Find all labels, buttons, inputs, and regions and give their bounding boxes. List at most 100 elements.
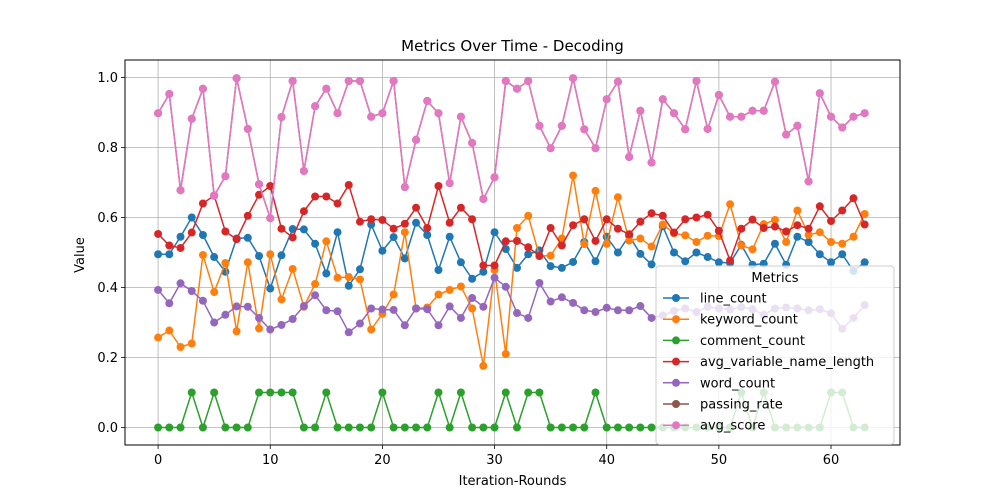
data-point	[154, 109, 163, 118]
data-point	[154, 285, 163, 294]
data-point	[490, 423, 499, 432]
data-point	[613, 224, 622, 233]
data-point	[255, 180, 264, 189]
data-point	[221, 310, 230, 319]
data-point	[355, 77, 364, 85]
legend-box	[655, 265, 895, 445]
data-point	[490, 261, 499, 270]
data-point	[165, 299, 174, 308]
data-point	[255, 313, 264, 322]
data-point	[658, 211, 667, 220]
data-point	[827, 258, 836, 267]
data-point	[255, 190, 264, 199]
data-point	[288, 264, 297, 273]
data-point	[210, 318, 219, 327]
series-group	[154, 74, 869, 432]
data-point	[625, 423, 634, 432]
data-point	[535, 121, 544, 130]
data-point	[524, 250, 533, 259]
data-point	[333, 109, 342, 118]
data-point	[591, 388, 600, 397]
data-point	[535, 252, 544, 260]
data-point	[501, 388, 510, 397]
data-point	[602, 95, 611, 104]
data-point	[187, 388, 196, 397]
legend-item: word_count	[663, 376, 775, 391]
data-point	[176, 232, 185, 241]
data-point	[636, 423, 645, 432]
data-point	[412, 203, 421, 212]
legend-item: line_count	[663, 292, 767, 307]
data-point	[412, 135, 421, 144]
data-point	[625, 306, 634, 315]
series-line	[158, 216, 866, 290]
data-point	[288, 77, 297, 85]
data-point	[535, 278, 544, 287]
legend-swatch-marker	[672, 421, 680, 430]
data-point	[490, 273, 499, 282]
data-point	[479, 302, 488, 311]
data-point	[557, 293, 566, 302]
data-point	[815, 89, 824, 98]
data-point	[569, 221, 578, 230]
data-point	[456, 313, 465, 322]
data-point	[658, 220, 667, 229]
data-point	[378, 246, 387, 255]
data-point	[344, 180, 353, 189]
legend-swatch-marker	[672, 400, 680, 408]
data-point	[299, 207, 308, 216]
data-point	[658, 95, 667, 104]
data-point	[311, 102, 320, 111]
data-point	[412, 304, 421, 313]
legend-item: passing_rate	[663, 398, 783, 413]
legend-item: avg_score	[663, 419, 765, 434]
data-point	[804, 238, 813, 246]
data-point	[311, 192, 320, 201]
data-point	[221, 227, 230, 236]
data-point	[827, 238, 836, 246]
data-point	[535, 388, 544, 397]
legend-label: passing_rate	[700, 398, 783, 413]
data-point	[154, 250, 163, 259]
legend-label: avg_variable_name_length	[700, 355, 874, 370]
data-point	[670, 228, 679, 237]
data-point	[322, 388, 331, 397]
data-point	[591, 236, 600, 245]
data-point	[367, 215, 376, 224]
data-point	[187, 287, 196, 295]
data-point	[838, 123, 847, 132]
data-point	[154, 333, 163, 342]
data-point	[557, 263, 566, 272]
series-line	[157, 77, 865, 219]
data-point	[221, 423, 230, 432]
plot-frame	[124, 59, 901, 446]
data-point	[546, 297, 555, 306]
legend-swatch-marker	[672, 294, 680, 302]
data-point	[277, 113, 286, 122]
data-point	[456, 203, 465, 212]
data-point	[210, 288, 219, 297]
data-point	[389, 224, 398, 233]
legend-title: Metrics	[751, 271, 798, 286]
data-point	[726, 256, 735, 265]
data-point	[210, 253, 219, 262]
data-point	[748, 245, 757, 254]
data-point	[546, 251, 555, 260]
data-point	[423, 96, 432, 105]
data-point	[434, 321, 443, 330]
data-point	[176, 279, 185, 288]
data-point	[468, 215, 477, 224]
data-point	[546, 262, 555, 271]
data-point	[490, 173, 499, 182]
legend-label: avg_score	[700, 419, 765, 434]
data-point	[445, 232, 454, 241]
data-point	[770, 215, 779, 224]
data-point	[759, 106, 768, 115]
data-point	[748, 215, 757, 224]
y-tick-label: 0.4	[97, 281, 118, 296]
data-point	[681, 125, 690, 134]
data-point	[647, 158, 656, 167]
data-point	[613, 306, 622, 315]
data-point	[243, 124, 252, 133]
